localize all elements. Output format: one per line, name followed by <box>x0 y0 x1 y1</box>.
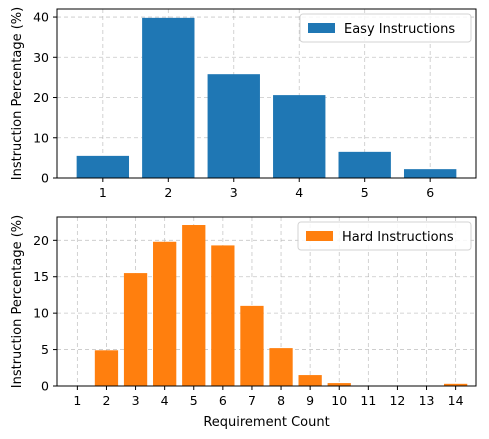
hard-bar-6 <box>211 245 235 386</box>
hard-xtick-label-8: 8 <box>277 393 285 408</box>
hard-bar-4 <box>153 241 177 386</box>
hard-bar-5 <box>182 225 206 386</box>
hard-legend-swatch <box>306 231 333 241</box>
easy-xtick-label-5: 5 <box>361 185 369 200</box>
easy-instructions-chart: 1 2 3 4 5 6 0 10 20 30 40 Instruction Percentage (%… <box>10 7 477 200</box>
easy-bars <box>76 17 457 178</box>
easy-legend: Easy Instructions <box>299 13 472 43</box>
hard-xtick-label-6: 6 <box>219 393 227 408</box>
hard-ytick-label-15: 15 <box>33 269 49 284</box>
hard-legend: Hard Instructions <box>297 221 472 251</box>
easy-legend-box <box>299 13 472 43</box>
hard-bar-10 <box>327 383 351 386</box>
hard-legend-box <box>297 221 472 251</box>
hard-xtick-label-11: 11 <box>360 393 376 408</box>
easy-xtick-label-3: 3 <box>230 185 238 200</box>
easy-ytick-label-30: 30 <box>33 50 49 65</box>
hard-xtick-label-1: 1 <box>73 393 81 408</box>
hard-bars <box>94 225 468 386</box>
hard-ytick-label-20: 20 <box>33 233 49 248</box>
hard-xtick-label-7: 7 <box>248 393 256 408</box>
hard-xtick-label-3: 3 <box>132 393 140 408</box>
easy-ytick-label-10: 10 <box>33 130 49 145</box>
easy-xtick-label-6: 6 <box>426 185 434 200</box>
easy-xtick-label-4: 4 <box>295 185 303 200</box>
hard-ytick-label-0: 0 <box>41 379 49 394</box>
hard-bar-7 <box>240 305 264 386</box>
easy-bar-6 <box>403 169 457 178</box>
hard-x-axis-label: Requirement Count <box>203 415 329 430</box>
easy-bar-2 <box>142 17 195 178</box>
hard-xtick-label-2: 2 <box>102 393 110 408</box>
hard-bar-2 <box>94 350 119 386</box>
hard-xtick-label-9: 9 <box>306 393 314 408</box>
hard-bar-9 <box>298 375 322 386</box>
easy-bar-1 <box>76 155 130 178</box>
hard-xtick-label-14: 14 <box>448 393 464 408</box>
hard-y-axis-label: Instruction Percentage (%) <box>10 215 25 388</box>
hard-xtick-label-10: 10 <box>331 393 347 408</box>
hard-legend-label: Hard Instructions <box>342 230 454 245</box>
hard-ytick-label-10: 10 <box>33 306 49 321</box>
hard-axes-frame <box>56 216 477 387</box>
hard-ytick-label-5: 5 <box>41 342 49 357</box>
hard-xtick-label-12: 12 <box>389 393 405 408</box>
hard-bar-14 <box>443 383 468 386</box>
hard-xtick-label-5: 5 <box>190 393 198 408</box>
easy-xtick-label-1: 1 <box>99 185 107 200</box>
easy-y-axis-label: Instruction Percentage (%) <box>10 7 25 180</box>
hard-bar-3 <box>123 273 148 386</box>
easy-bar-3 <box>207 74 260 178</box>
easy-ytick-label-40: 40 <box>33 10 49 25</box>
hard-bar-8 <box>269 348 293 386</box>
easy-bar-5 <box>338 151 391 178</box>
easy-bar-4 <box>273 95 326 178</box>
easy-ytick-label-20: 20 <box>33 90 49 105</box>
easy-legend-label: Easy Instructions <box>344 22 455 37</box>
easy-xtick-label-2: 2 <box>164 185 172 200</box>
hard-xtick-label-4: 4 <box>161 393 169 408</box>
easy-ytick-label-0: 0 <box>41 171 49 186</box>
easy-legend-swatch <box>308 23 335 33</box>
easy-axes-frame <box>56 8 477 179</box>
hard-xtick-label-13: 13 <box>419 393 435 408</box>
